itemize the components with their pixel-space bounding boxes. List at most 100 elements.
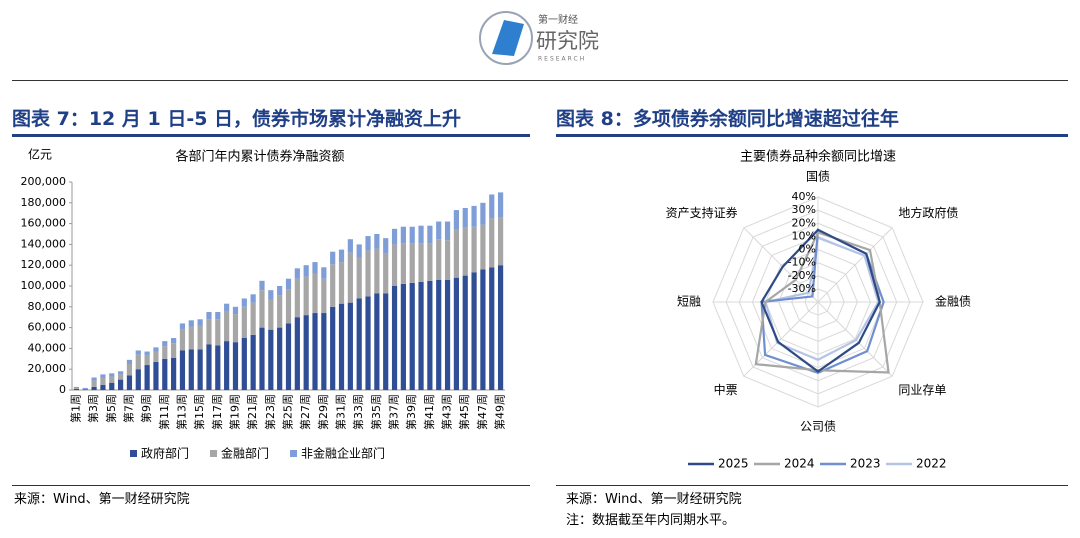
x-tick-label: 第23周 (263, 394, 277, 430)
r-tick-label: 0% (799, 243, 816, 256)
bar-segment (471, 272, 477, 390)
bar-segment (427, 243, 433, 281)
category-label: 公司债 (800, 420, 836, 434)
bar-segment (374, 293, 380, 390)
bar-segment (462, 275, 468, 390)
legend-swatch (210, 450, 218, 457)
bar-segment (409, 226, 415, 244)
x-tick-label: 第27周 (298, 394, 312, 430)
bar-segment (312, 313, 318, 390)
bar-segment (153, 361, 159, 390)
bar-segment (338, 249, 345, 263)
bar-segment (100, 374, 106, 378)
bar-segment (224, 310, 230, 342)
x-tick-label: 第5周 (104, 394, 118, 423)
bar-segment (365, 250, 371, 297)
bar-segment (418, 225, 424, 244)
category-label: 国债 (806, 170, 830, 184)
bar-segment (126, 375, 133, 390)
bar-segment (188, 349, 194, 390)
category-label: 地方政府债 (898, 205, 958, 220)
unit-label: 亿元 (28, 147, 52, 162)
bar-segment (453, 210, 459, 230)
source: 来源：Wind、第一财经研究院 (14, 492, 190, 507)
bar-segment (135, 350, 141, 355)
bar-segment (250, 294, 256, 303)
x-tick-label: 第19周 (227, 394, 241, 430)
legend-label: 2024 (784, 457, 815, 471)
bar-segment (109, 382, 115, 390)
bar-segment (453, 277, 459, 390)
bar-segment (171, 343, 177, 358)
spoke (817, 227, 893, 303)
bar-segment (436, 279, 442, 390)
category-label: 同业存单 (898, 383, 946, 397)
series-line (760, 228, 881, 373)
bar-segment (135, 369, 141, 390)
x-tick-label: 第37周 (387, 394, 401, 430)
x-tick-label: 第7周 (121, 394, 135, 423)
bar-segment (144, 351, 150, 356)
bar-segment (400, 283, 406, 390)
bar-segment (347, 239, 353, 253)
bar-segment (436, 239, 442, 280)
x-tick-label: 第33周 (351, 394, 365, 430)
bar-segment (109, 376, 115, 383)
legend-label: 非金融企业部门 (301, 446, 385, 461)
x-tick-label: 第31周 (334, 394, 348, 430)
bar-segment (391, 286, 398, 390)
bar-segment (338, 303, 345, 390)
bar-segment (444, 240, 451, 280)
bar-segment (347, 252, 353, 303)
bar-segment (418, 281, 424, 390)
bar-segment (91, 386, 97, 390)
y-tick-label: 100,000 (21, 279, 67, 292)
r-tick-label: -10% (788, 256, 816, 269)
legend-label: 2023 (850, 457, 881, 471)
bar-segment (285, 323, 292, 390)
bar-segment (259, 327, 265, 390)
bar-segment (268, 290, 274, 300)
x-tick-label: 第43周 (440, 394, 454, 430)
bar-segment (232, 342, 239, 390)
bar-segment (188, 326, 194, 350)
header-rule (12, 80, 1068, 81)
bar-segment (73, 386, 80, 388)
category-label: 短融 (677, 295, 701, 309)
bar-segment (453, 229, 459, 278)
r-tick-label: 10% (792, 229, 816, 242)
bar-segment (312, 273, 318, 314)
x-tick-label: 第29周 (316, 394, 330, 430)
bar-segment (321, 278, 327, 314)
bar-segment (126, 359, 133, 364)
logo-ring (479, 11, 533, 65)
y-tick-label: 120,000 (21, 258, 67, 271)
bar-segment (312, 262, 318, 274)
legend-label: 金融部门 (221, 446, 269, 461)
bar-segment (162, 341, 168, 347)
bar-segment (73, 387, 80, 389)
y-tick-label: 40,000 (28, 341, 67, 354)
logo-main: 研究院 (536, 29, 599, 53)
bar-segment (285, 289, 292, 324)
bar-segment (365, 296, 371, 390)
bar-segment (259, 280, 265, 291)
bar-segment (427, 225, 433, 244)
bar-segment (206, 319, 212, 345)
x-tick-label: 第45周 (457, 394, 471, 430)
bar-segment (374, 248, 380, 294)
y-tick-label: 80,000 (28, 300, 67, 313)
bar-segment (444, 221, 451, 241)
bar-segment (489, 218, 495, 268)
bar-segment (250, 334, 256, 390)
figure-caption: 图表 7：12 月 1 日-5 日，债券市场累计净融资上升 (12, 104, 530, 137)
bar-segment (206, 312, 212, 320)
category-label: 中票 (714, 382, 738, 397)
bar-segment (303, 276, 309, 316)
bar-segment (489, 194, 495, 219)
x-tick-label: 第13周 (174, 394, 188, 430)
x-tick-label: 第49周 (493, 394, 507, 430)
bar-segment (383, 293, 389, 390)
bar-segment (356, 298, 362, 390)
